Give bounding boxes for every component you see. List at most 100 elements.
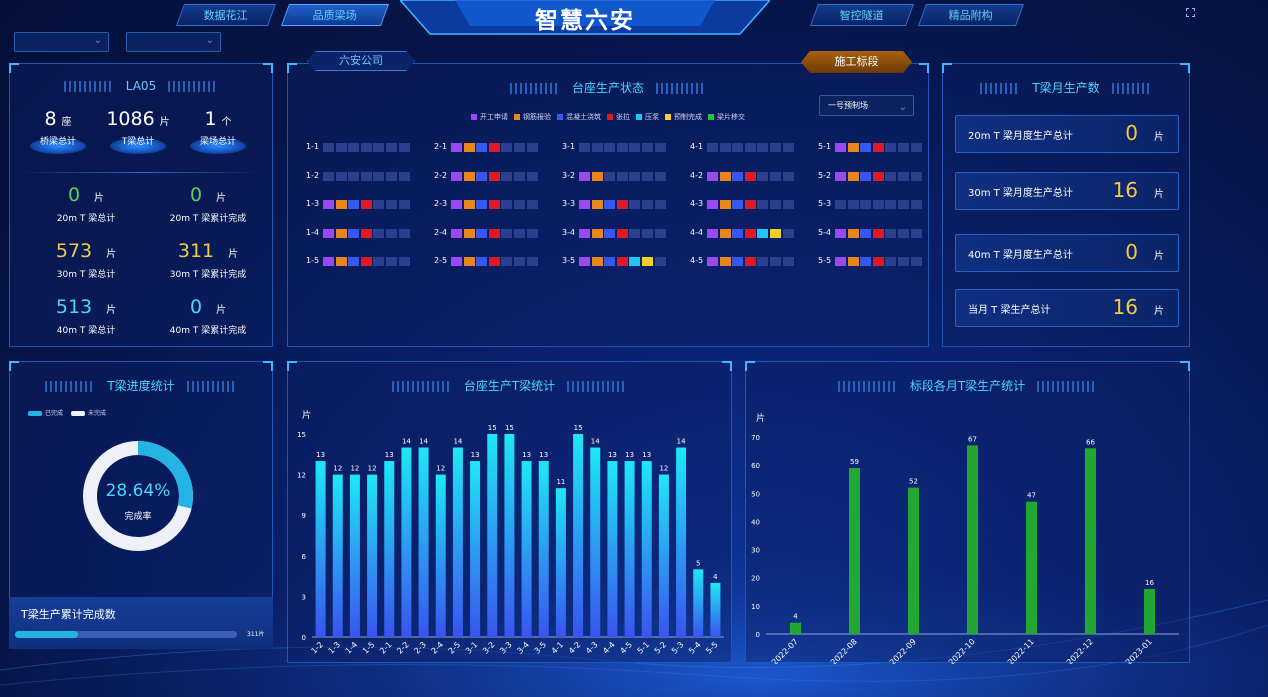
yard-select[interactable]: 一号预制场 ⌄ [819, 95, 914, 116]
pedestal-row[interactable]: 4-5 [690, 256, 810, 268]
title-decoration [656, 83, 706, 94]
bar[interactable] [676, 447, 687, 637]
pedestal-row[interactable]: 3-2 [562, 171, 682, 183]
pedestal-row[interactable]: 4-2 [690, 171, 810, 183]
pedestal-cell [732, 143, 744, 152]
bar[interactable] [590, 447, 601, 637]
pedestal-cell [885, 200, 897, 209]
pedestal-row[interactable]: 1-4 [306, 228, 426, 240]
pedestal-cell [526, 228, 538, 238]
summary-top-label: 桥梁总计 [39, 137, 76, 147]
pedestal-row[interactable]: 5-1 [818, 142, 938, 154]
bar[interactable] [693, 569, 704, 637]
bar[interactable] [624, 461, 635, 637]
pedestal-cell [654, 257, 666, 266]
bar[interactable] [641, 461, 652, 637]
nav-structures[interactable]: 精品附构 [917, 4, 1025, 26]
pedestal-row[interactable]: 1-5 [306, 256, 426, 268]
bar-value-label: 47 [1027, 492, 1036, 500]
pedestal-row[interactable]: 2-5 [434, 256, 554, 268]
summary-top-item: 1 个梁场总计 [178, 108, 258, 160]
x-tick-label: 5-3 [670, 640, 686, 656]
bar-value-label: 15 [505, 424, 514, 432]
bar-value-label: 5 [696, 559, 700, 567]
filter-select-1[interactable]: ⌄ [14, 32, 109, 52]
pedestal-cell [501, 171, 513, 181]
pedestal-row[interactable]: 5-3 [818, 199, 938, 211]
pedestal-row[interactable]: 1-2 [306, 171, 426, 183]
pedestal-row[interactable]: 4-4 [690, 228, 810, 240]
company-tab[interactable]: 六安公司 [307, 51, 415, 71]
stat-value-row: 573 片 [30, 240, 142, 266]
bar[interactable] [849, 467, 860, 634]
bar[interactable] [470, 461, 481, 637]
pedestal-row[interactable]: 5-2 [818, 171, 938, 183]
bar[interactable] [1144, 588, 1155, 634]
pedestal-cell [579, 257, 590, 266]
pedestal-row[interactable]: 3-3 [562, 199, 682, 211]
x-tick-label: 5-4 [687, 640, 703, 656]
bar[interactable] [555, 488, 566, 637]
pedestal-row[interactable]: 2-3 [434, 199, 554, 211]
bar[interactable] [573, 434, 584, 637]
bar[interactable] [607, 461, 618, 637]
pedestal-row[interactable]: 2-4 [434, 228, 554, 240]
bar[interactable] [538, 461, 549, 637]
bar-value-label: 12 [333, 465, 342, 473]
nav-data-huajiang[interactable]: 数据花江 [175, 4, 277, 26]
bar[interactable] [452, 447, 463, 637]
fullscreen-icon[interactable] [1186, 8, 1195, 17]
chevron-down-icon: ⌄ [205, 35, 214, 46]
bar[interactable] [1085, 448, 1096, 634]
y-tick-label: 6 [302, 553, 307, 561]
bar[interactable] [315, 461, 326, 637]
nav-quality-yard[interactable]: 品质梁场 [280, 4, 390, 26]
pedestal-cell [642, 171, 653, 181]
pedestal-cell [348, 257, 360, 266]
x-tick-label: 2022-11 [1006, 637, 1036, 664]
bar[interactable] [658, 474, 669, 637]
bar[interactable] [384, 461, 395, 637]
pedestal-row[interactable]: 2-1 [434, 142, 554, 154]
bar-value-label: 4 [713, 573, 718, 581]
bar[interactable] [367, 474, 378, 637]
pedestal-cell [501, 200, 513, 209]
bar[interactable] [967, 445, 978, 634]
pedestal-cell [451, 200, 462, 209]
card-unit: 片 [1154, 132, 1164, 143]
x-tick-label: 2022-10 [947, 637, 977, 664]
bar[interactable] [504, 434, 515, 637]
bar[interactable] [908, 487, 919, 634]
bar[interactable] [487, 434, 498, 637]
legend-item: 压浆 [636, 113, 659, 121]
pedestal-cell [847, 171, 859, 181]
pedestal-row[interactable]: 3-1 [562, 142, 682, 154]
pedestal-row[interactable]: 4-1 [690, 142, 810, 154]
pedestal-row[interactable]: 5-4 [818, 228, 938, 240]
bar[interactable] [418, 447, 429, 637]
section-tab[interactable]: 施工标段 [801, 51, 912, 73]
bar[interactable] [710, 582, 721, 637]
filter-select-2[interactable]: ⌄ [126, 32, 221, 52]
bar[interactable] [401, 447, 412, 637]
progress-title: T梁进度统计 [107, 379, 175, 393]
pedestal-cell [579, 143, 590, 152]
bar[interactable] [349, 474, 360, 637]
monthly-title: T梁月生产数 [1032, 81, 1100, 95]
bar[interactable] [521, 461, 532, 637]
pedestal-row[interactable]: 2-2 [434, 171, 554, 183]
pedestal-row[interactable]: 1-1 [306, 142, 426, 154]
pedestal-row[interactable]: 3-4 [562, 228, 682, 240]
pedestal-cell [501, 257, 513, 266]
bar[interactable] [790, 622, 801, 634]
pedestal-row[interactable]: 1-3 [306, 199, 426, 211]
pedestal-row[interactable]: 5-5 [818, 256, 938, 268]
bar[interactable] [435, 474, 446, 637]
bar[interactable] [1026, 501, 1037, 634]
pedestal-row[interactable]: 3-5 [562, 256, 682, 268]
nav-tunnel[interactable]: 智控隧道 [809, 4, 915, 26]
bar[interactable] [332, 474, 343, 637]
pedestal-row[interactable]: 4-3 [690, 199, 810, 211]
stat-label: 30m T 梁累计完成 [169, 270, 247, 280]
